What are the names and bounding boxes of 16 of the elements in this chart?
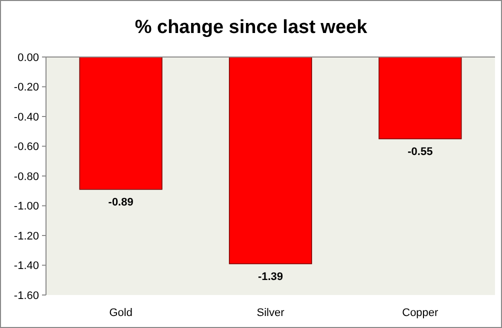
y-tick-label: -0.20 (14, 82, 39, 94)
chart-title: % change since last week (134, 17, 368, 38)
y-tick-label: 0.00 (18, 52, 39, 64)
y-tick-label: -0.80 (14, 170, 39, 183)
y-tick-label: -1.00 (14, 200, 39, 213)
y-tick-label: -1.20 (14, 230, 39, 242)
x-tick-label: Silver (256, 307, 285, 319)
x-tick-label: Copper (402, 307, 439, 319)
y-tick-label: -1.60 (14, 290, 39, 302)
y-tick-label: -0.40 (14, 111, 39, 124)
x-tick-label: Gold (109, 307, 132, 319)
data-label: -0.55 (408, 146, 433, 158)
data-label: -1.39 (258, 270, 284, 283)
y-tick-label: -0.60 (14, 141, 39, 154)
y-tick-label: -1.40 (14, 260, 39, 272)
data-label: -0.89 (108, 196, 134, 208)
